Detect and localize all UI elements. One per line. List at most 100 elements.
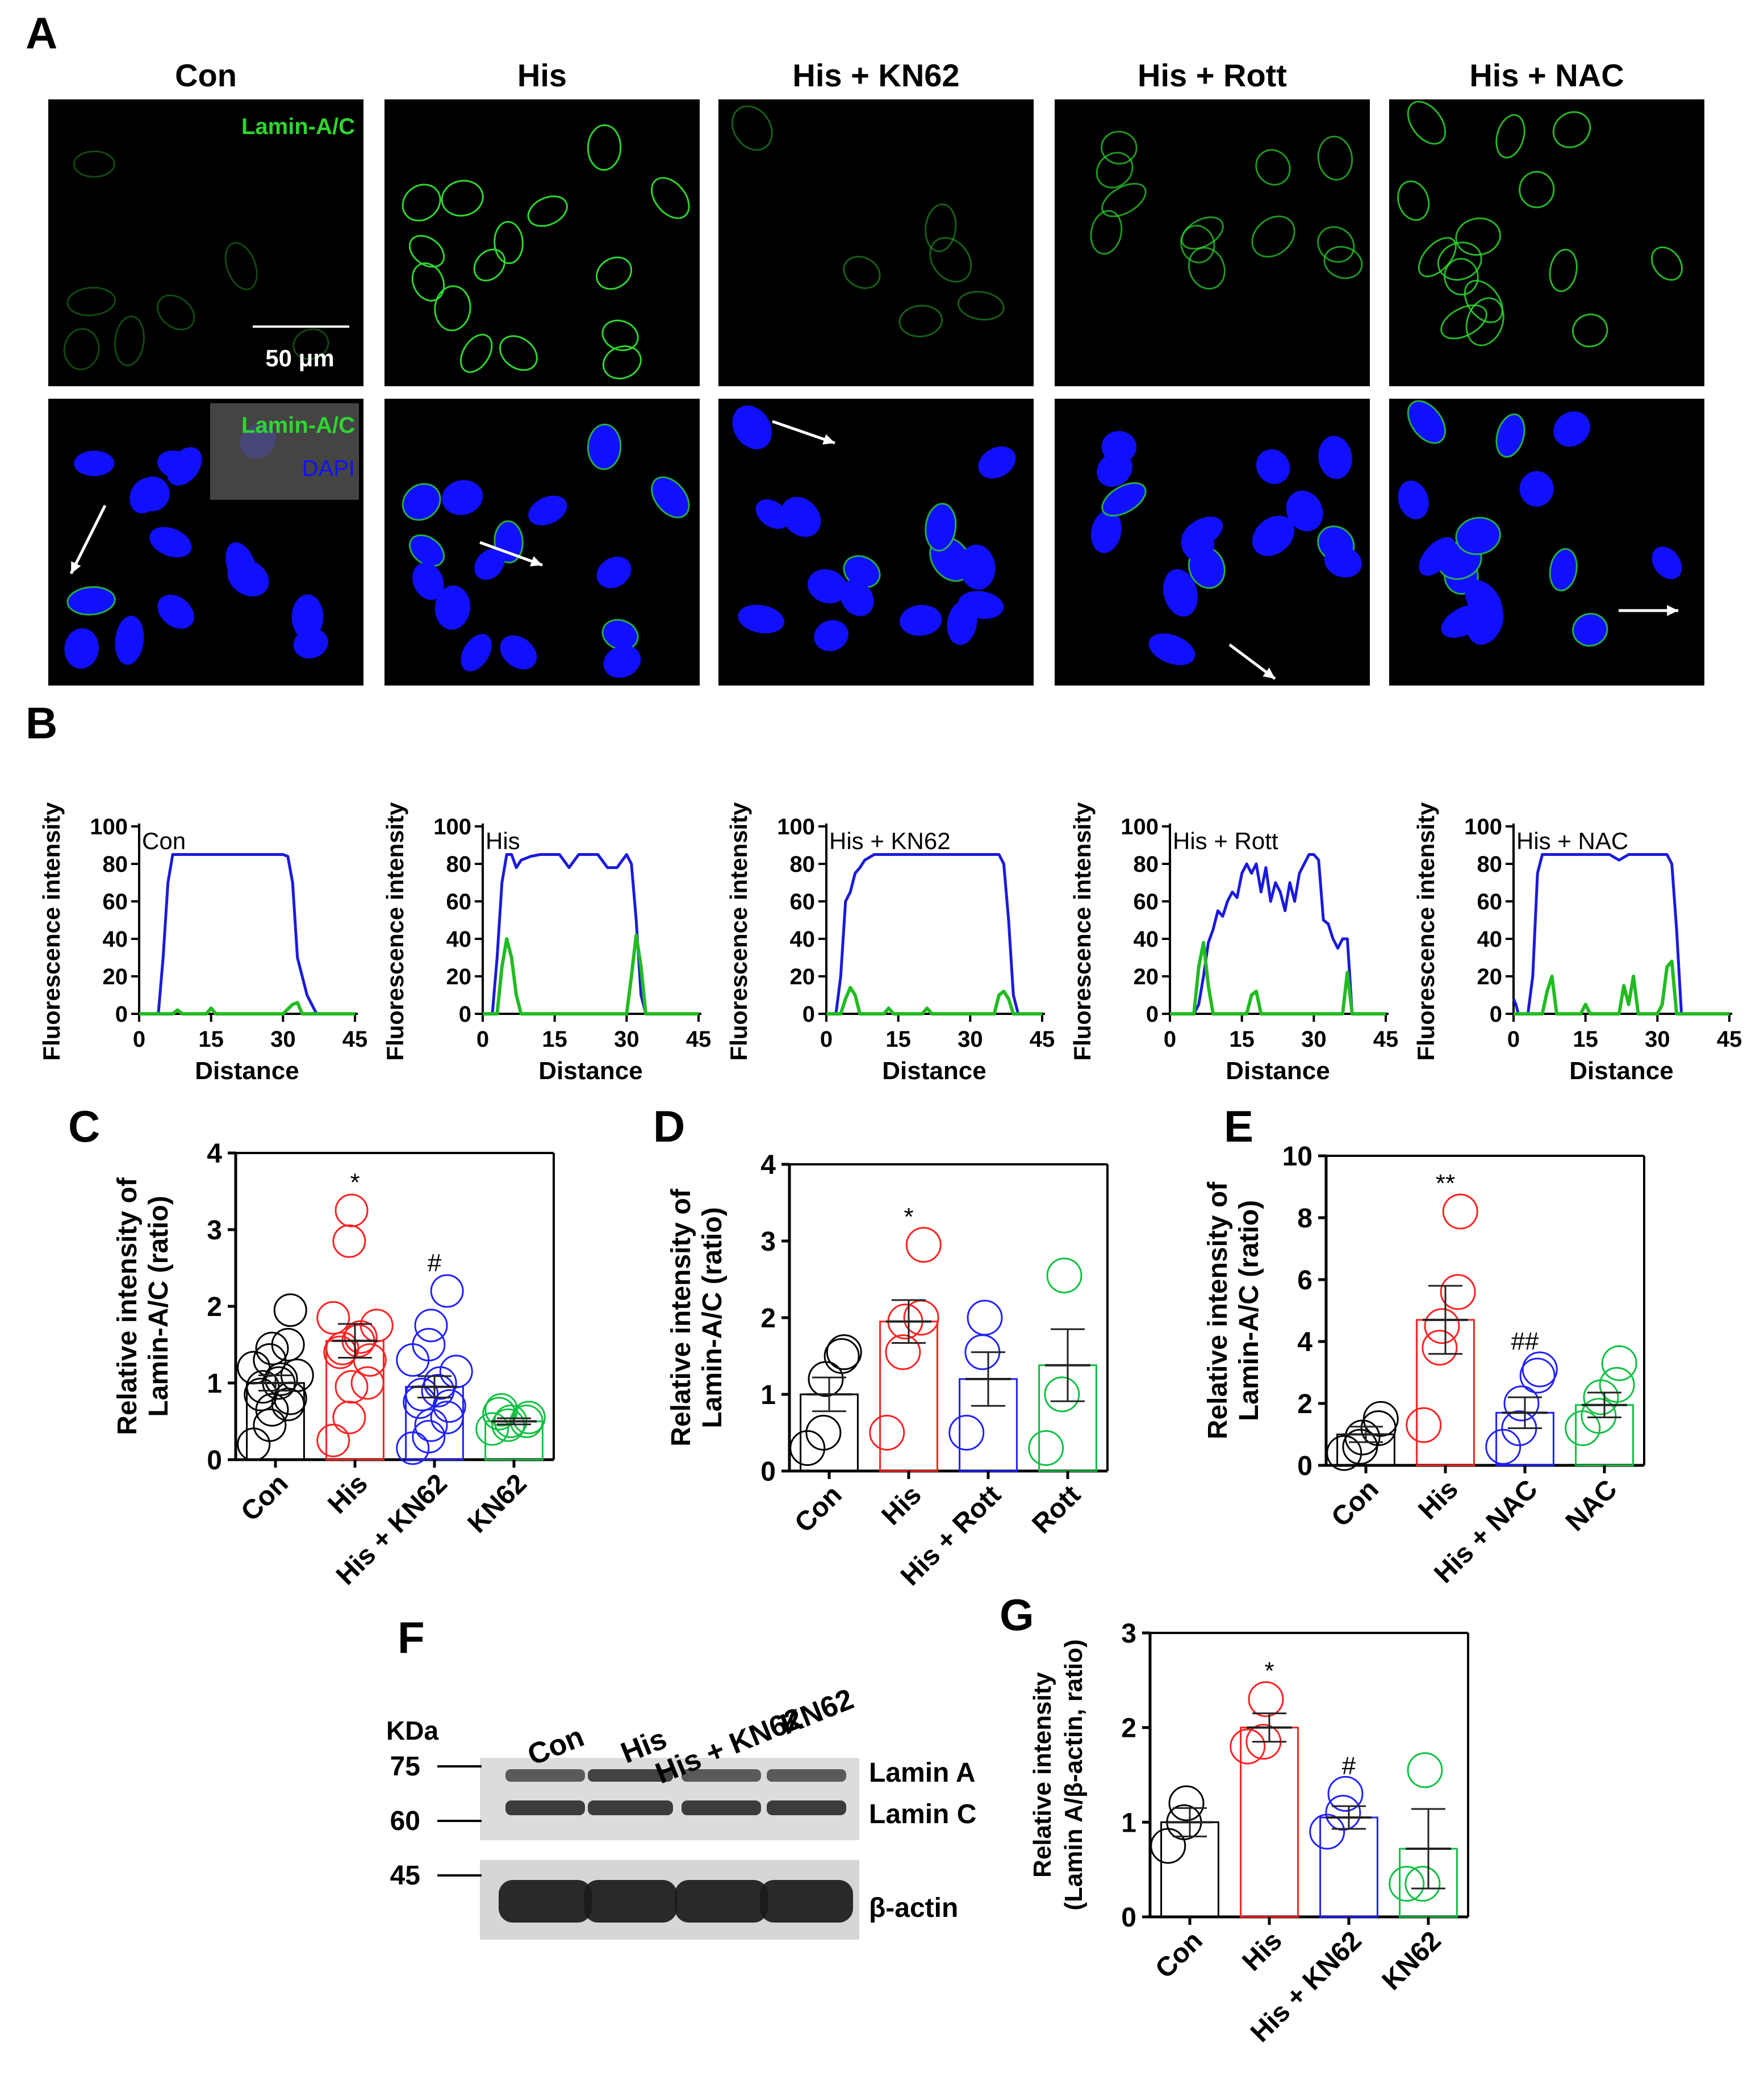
profile-chart: 0 20 40 60 80 100 0 15 30 45 Distance Fluorescence … xyxy=(725,802,1055,1085)
y-tick-label: 0 xyxy=(207,1445,222,1476)
x-axis-label: Distance xyxy=(195,1057,299,1085)
panel-b-profiles: 0 20 40 60 80 100 0 15 30 45 Distance Fluorescence … xyxy=(38,802,1742,1085)
profile-chart: 0 20 40 60 80 100 0 15 30 45 Distance Fluorescence … xyxy=(38,802,367,1085)
nuclear-rim xyxy=(73,150,115,178)
nuclear-rim xyxy=(1317,226,1355,263)
nucleus xyxy=(1318,436,1352,479)
nuclear-rim xyxy=(473,248,506,282)
nuclear-rim xyxy=(1444,258,1479,296)
y-tick-label: 60 xyxy=(790,889,816,914)
nucleus xyxy=(808,569,847,604)
lamin-profile-line xyxy=(483,933,699,1016)
nucleus xyxy=(781,496,821,537)
nucleus xyxy=(1101,431,1137,463)
nuclear-rim xyxy=(1455,217,1501,256)
panel-label-d: D xyxy=(653,1101,685,1151)
nuclear-rim xyxy=(434,285,471,332)
data-point xyxy=(1503,1385,1540,1422)
y-axis-label: Fluorescence intensity xyxy=(725,802,752,1061)
nuclear-rim xyxy=(292,328,329,360)
y-tick-label: 3 xyxy=(1121,1619,1136,1649)
panel-label-e: E xyxy=(1224,1101,1253,1151)
nuclear-rim xyxy=(402,483,441,521)
significance-mark: * xyxy=(350,1168,360,1196)
nuclear-rim xyxy=(1572,613,1608,647)
bar-chart-c: 0 1 2 3 4 Relative intensity of Lamin-A/C (rat… xyxy=(112,1139,555,1591)
band-label: Lamin C xyxy=(869,1799,976,1829)
nucleus xyxy=(403,484,441,520)
bar-chart-g: 0 1 2 3 Relative intensity (Lamin A/β-actin, … xyxy=(1029,1619,1469,2048)
x-tick-label: Con xyxy=(1149,1925,1208,1984)
lamin-profile-line xyxy=(1170,941,1386,1016)
legend-box xyxy=(210,403,359,500)
dapi-profile-line xyxy=(826,853,1042,1016)
y-tick-label: 100 xyxy=(777,814,815,839)
data-point xyxy=(1440,1274,1476,1310)
nucleus xyxy=(814,620,848,651)
data-point xyxy=(1046,1257,1082,1294)
nucleus xyxy=(588,424,621,470)
x-tick-label: KN62 xyxy=(462,1468,533,1539)
nuclear-rim xyxy=(402,183,441,222)
y-axis-label: Relative intensity xyxy=(1029,1672,1056,1878)
nuclear-rim xyxy=(1180,224,1215,264)
data-point xyxy=(412,1328,446,1361)
nuclear-rim xyxy=(63,328,100,370)
column-title: Con xyxy=(175,57,237,93)
lane-label: KN62 xyxy=(776,1682,858,1741)
nuclear-rim xyxy=(1101,131,1138,165)
y-tick-label: 40 xyxy=(103,927,128,952)
data-point xyxy=(414,1309,448,1343)
y-tick-label: 40 xyxy=(1134,927,1159,952)
dapi-profile-line xyxy=(483,853,699,1016)
nucleus xyxy=(409,535,444,566)
nuclear-rim xyxy=(957,291,1005,321)
nucleus xyxy=(129,478,160,513)
column-title: His xyxy=(517,57,567,93)
y-tick-label: 0 xyxy=(1297,1451,1312,1481)
nuclear-rim xyxy=(1519,170,1555,208)
kda-label: KDa xyxy=(386,1716,438,1745)
y-tick-label: 4 xyxy=(207,1139,222,1169)
nucleus xyxy=(157,595,194,629)
x-tick-label: 45 xyxy=(1717,1027,1742,1052)
y-tick-label: 60 xyxy=(103,889,128,914)
nuclear-rim xyxy=(527,195,568,227)
lamin-profile-line xyxy=(826,985,1042,1016)
data-point xyxy=(1044,1376,1080,1413)
data-point xyxy=(967,1300,1003,1336)
nuclear-rim xyxy=(898,304,943,338)
x-tick-label: 0 xyxy=(1164,1027,1176,1052)
y-tick-label: 0 xyxy=(802,1002,815,1027)
significance-mark: ## xyxy=(1511,1327,1539,1355)
data-point xyxy=(1326,1435,1362,1471)
nuclear-rim xyxy=(441,179,484,217)
dapi-profile-line xyxy=(1512,853,1729,1016)
profile-arrow-head xyxy=(1667,605,1678,616)
data-point xyxy=(475,1412,509,1446)
nuclear-rim xyxy=(1407,101,1447,145)
nuclear-rim xyxy=(587,423,622,470)
data-point xyxy=(1406,1407,1442,1443)
nucleus xyxy=(67,587,115,615)
data-point xyxy=(905,1227,942,1263)
data-point xyxy=(1028,1430,1064,1466)
nuclear-rim xyxy=(587,124,622,171)
nucleus xyxy=(603,645,641,678)
significance-mark: * xyxy=(1264,1657,1274,1685)
nuclear-rim xyxy=(411,262,445,302)
nuclear-rim xyxy=(1455,516,1501,555)
profile-arrow-head xyxy=(1263,667,1275,679)
x-axis-label: Distance xyxy=(882,1057,986,1085)
nuclear-rim xyxy=(1418,237,1457,278)
y-tick-label: 2 xyxy=(207,1292,222,1322)
data-point xyxy=(246,1370,280,1404)
y-tick-label: 40 xyxy=(790,927,816,952)
nucleus xyxy=(1419,537,1456,576)
actin-band xyxy=(499,1880,592,1923)
nuclear-rim xyxy=(602,345,642,379)
y-tick-label: 80 xyxy=(1134,852,1159,877)
nucleus xyxy=(500,635,537,670)
scale-bar-label: 50 μm xyxy=(265,345,334,371)
